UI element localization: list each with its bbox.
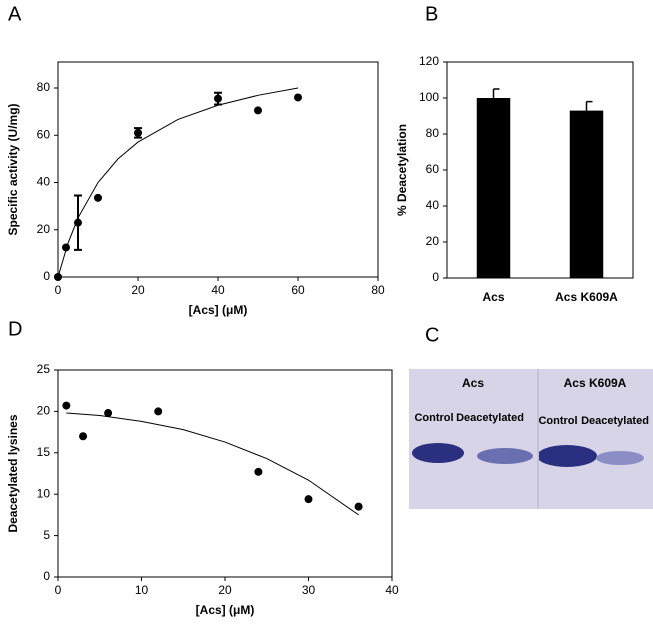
- y-tick-label: 60: [37, 127, 51, 141]
- y-tick-label: 0: [43, 569, 50, 583]
- data-point: [304, 495, 313, 504]
- y-tick-label: 10: [37, 486, 51, 500]
- plot-frame: [57, 369, 393, 578]
- gel-lane-label: Deacetylated: [456, 412, 524, 424]
- error-bar: [492, 88, 500, 98]
- data-point: [254, 467, 263, 476]
- panel-label: C: [425, 324, 439, 346]
- data-point: [134, 128, 142, 137]
- x-axis-label: [Acs] (μM): [189, 303, 248, 317]
- y-tick-label: 25: [37, 362, 51, 376]
- x-tick-label: 0: [55, 283, 62, 297]
- gel-lane-label: Deacetylated: [581, 415, 649, 427]
- y-tick-label: 120: [419, 54, 439, 68]
- y-tick-label: 0: [432, 270, 439, 284]
- data-point: [104, 409, 113, 418]
- gel-group-label: Acs K609A: [564, 376, 627, 390]
- y-axis-label: Specific activity (U/mg): [6, 103, 20, 235]
- gel-band: [537, 445, 597, 467]
- data-point: [54, 273, 62, 281]
- y-tick-label: 100: [419, 90, 439, 104]
- data-point: [294, 93, 302, 102]
- fit-curve: [66, 412, 359, 516]
- data-point: [254, 106, 262, 115]
- bar: [476, 98, 511, 278]
- y-axis-label: Deacetylated lysines: [6, 414, 20, 532]
- data-point: [94, 193, 102, 202]
- bar: [569, 110, 604, 278]
- y-tick-label: 20: [37, 222, 51, 236]
- x-tick-label: Acs: [482, 290, 504, 304]
- x-tick-label: 30: [302, 583, 316, 597]
- x-tick-label: 0: [55, 583, 62, 597]
- y-tick-label: 60: [426, 162, 440, 176]
- panel-label: D: [8, 318, 22, 340]
- x-tick-label: Acs K609A: [555, 290, 618, 304]
- x-tick-label: 40: [385, 583, 399, 597]
- gel-lane-label: Control: [414, 412, 453, 424]
- y-axis-label: % Deacetylation: [395, 124, 409, 216]
- x-tick-label: 20: [131, 283, 145, 297]
- y-tick-label: 20: [426, 234, 440, 248]
- x-tick-label: 80: [371, 283, 385, 297]
- x-tick-label: 10: [135, 583, 149, 597]
- x-axis-label: [Acs] (μM): [196, 603, 255, 617]
- y-tick-label: 15: [37, 445, 51, 459]
- y-tick-label: 0: [43, 269, 50, 283]
- gel-band: [412, 443, 464, 463]
- gel-lane-label: Control: [538, 415, 577, 427]
- data-point: [62, 243, 70, 252]
- x-tick-label: 20: [218, 583, 232, 597]
- plot-frame: [446, 61, 634, 279]
- x-tick-label: 60: [291, 283, 305, 297]
- panel-label: A: [8, 3, 22, 25]
- panel-label: B: [425, 3, 438, 25]
- error-bar: [585, 100, 593, 111]
- y-tick-label: 5: [43, 528, 50, 542]
- data-point: [154, 407, 163, 416]
- y-tick-label: 20: [37, 404, 51, 418]
- data-point: [79, 432, 88, 441]
- gel-group-label: Acs: [462, 376, 484, 390]
- gel-background: [409, 369, 653, 509]
- gel-band: [596, 451, 644, 465]
- y-tick-label: 80: [426, 126, 440, 140]
- fit-curve: [57, 87, 299, 278]
- data-point: [214, 94, 222, 103]
- x-tick-label: 40: [211, 283, 225, 297]
- data-point: [62, 401, 71, 410]
- data-point: [74, 218, 82, 227]
- gel-band: [477, 448, 533, 464]
- y-tick-label: 40: [37, 175, 51, 189]
- y-tick-label: 80: [37, 80, 51, 94]
- data-point: [354, 502, 363, 511]
- y-tick-label: 40: [426, 198, 440, 212]
